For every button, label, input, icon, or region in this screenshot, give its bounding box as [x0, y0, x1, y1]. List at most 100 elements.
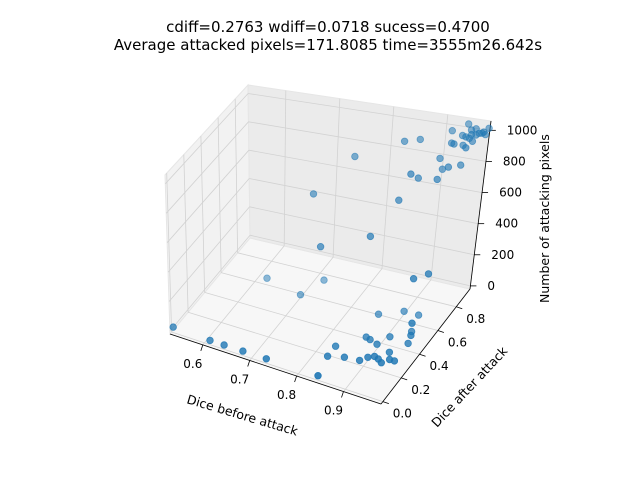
data-point: [409, 275, 418, 283]
y-tick-label: 0.8: [466, 312, 485, 326]
data-point: [416, 135, 424, 144]
data-point: [262, 355, 270, 363]
data-point: [472, 131, 480, 139]
data-point: [433, 175, 441, 184]
grid-line-y-floor: [220, 272, 439, 331]
x-tick-mark: [247, 360, 251, 367]
data-point: [414, 174, 422, 182]
data-point: [206, 336, 214, 345]
chart-title-line-2: Average attacked pixels=171.8085 time=35…: [114, 36, 542, 54]
data-point: [408, 319, 416, 327]
grid-line-y-wall: [234, 98, 238, 253]
data-point: [480, 128, 488, 136]
y-tick-label: 0.4: [430, 359, 449, 373]
y-axis-line: [380, 288, 471, 405]
grid-line-z-back: [249, 206, 475, 256]
data-point: [444, 163, 453, 171]
grid-line-x-back: [283, 90, 287, 246]
data-point: [390, 357, 399, 365]
y-tick-label: 0.2: [411, 383, 430, 397]
z-axis-line: [469, 120, 492, 290]
z-tick-label: 800: [503, 154, 526, 168]
y-tick-mark: [401, 377, 408, 381]
grid-line-z-back: [249, 178, 479, 225]
grid-line-x-back: [332, 98, 341, 258]
data-point: [424, 270, 433, 278]
grid-line-x-floor: [296, 268, 383, 377]
data-point: [462, 144, 470, 152]
data-point: [316, 242, 325, 251]
data-point: [465, 120, 473, 128]
data-point: [448, 126, 456, 135]
z-axis-label: Number of attacking pixels: [537, 134, 552, 303]
data-point: [468, 137, 477, 145]
data-point: [263, 274, 271, 282]
grid-line-y-wall: [217, 117, 222, 273]
grid-line-z-back: [249, 234, 471, 287]
tick-labels: 0.6 0.7 0.8 0.9 0.0 0.20.4 0.6 0.8 0 200 400 600 800…: [183, 123, 537, 420]
x-tick-label: 0.7: [230, 372, 249, 386]
grid-line-z-wall: [168, 206, 250, 302]
data-point: [450, 140, 458, 148]
y-tick-mark: [419, 353, 426, 357]
grid-line-y-wall: [183, 154, 189, 313]
grid-line-y-floor: [171, 331, 383, 402]
z-tick-label: 200: [491, 248, 514, 262]
data-point: [373, 340, 381, 348]
data-point: [400, 307, 408, 315]
data-point: [414, 311, 423, 319]
grid-line-y-wall: [166, 173, 172, 333]
data-point: [351, 152, 359, 161]
x-tick-mark: [341, 391, 344, 398]
data-point: [404, 339, 412, 348]
grid-line-x-floor: [249, 257, 334, 361]
y-tick-mark: [437, 330, 445, 333]
z-tick-label: 1000: [507, 123, 538, 137]
data-point: [485, 124, 493, 132]
data-point: [364, 353, 372, 361]
data-point: [366, 335, 374, 344]
grid-line-y-floor: [237, 252, 457, 308]
grid-line-z-wall: [165, 121, 249, 214]
data-point: [407, 170, 415, 178]
grid-line-x-floor: [202, 245, 285, 346]
chart-title-line-1: cdiff=0.2763 wdiff=0.0718 sucess=0.4700: [166, 18, 490, 36]
data-point: [314, 372, 322, 380]
grid-line-y-floor: [204, 292, 420, 355]
data-point: [320, 276, 328, 284]
data-point: [355, 356, 364, 365]
data-point: [407, 331, 415, 340]
data-point: [395, 196, 403, 204]
y-tick-mark: [382, 401, 389, 405]
data-point: [436, 154, 444, 163]
grid-line-z-wall: [169, 234, 251, 332]
x-tick-mark: [294, 375, 297, 383]
data-point: [457, 161, 465, 169]
z-tick-label: 0: [487, 279, 495, 293]
grid-line-z-back: [248, 149, 483, 193]
data-point: [331, 342, 340, 350]
data-point: [386, 333, 394, 341]
data-point: [296, 291, 305, 299]
grid-line-y-wall: [200, 135, 205, 293]
y-tick-mark: [456, 306, 463, 310]
x-tick-label: 0.9: [324, 404, 343, 418]
data-point: [366, 232, 375, 241]
z-tick-label: 400: [495, 217, 518, 231]
y-tick-label: 0.6: [448, 336, 467, 350]
data-point: [385, 348, 394, 356]
data-point: [340, 353, 349, 361]
data-point: [220, 341, 228, 349]
data-point: [309, 190, 318, 198]
grid-line-x-back: [381, 106, 395, 269]
grid-line-z-back: [248, 121, 486, 162]
data-point: [239, 347, 247, 355]
x-tick-mark: [200, 344, 204, 352]
data-point: [169, 323, 177, 331]
x-tick-label: 0.8: [277, 388, 296, 402]
scatter-points: [169, 120, 493, 380]
data-point: [374, 310, 383, 318]
grid-line-x-back: [430, 114, 449, 280]
data-point: [377, 359, 385, 367]
